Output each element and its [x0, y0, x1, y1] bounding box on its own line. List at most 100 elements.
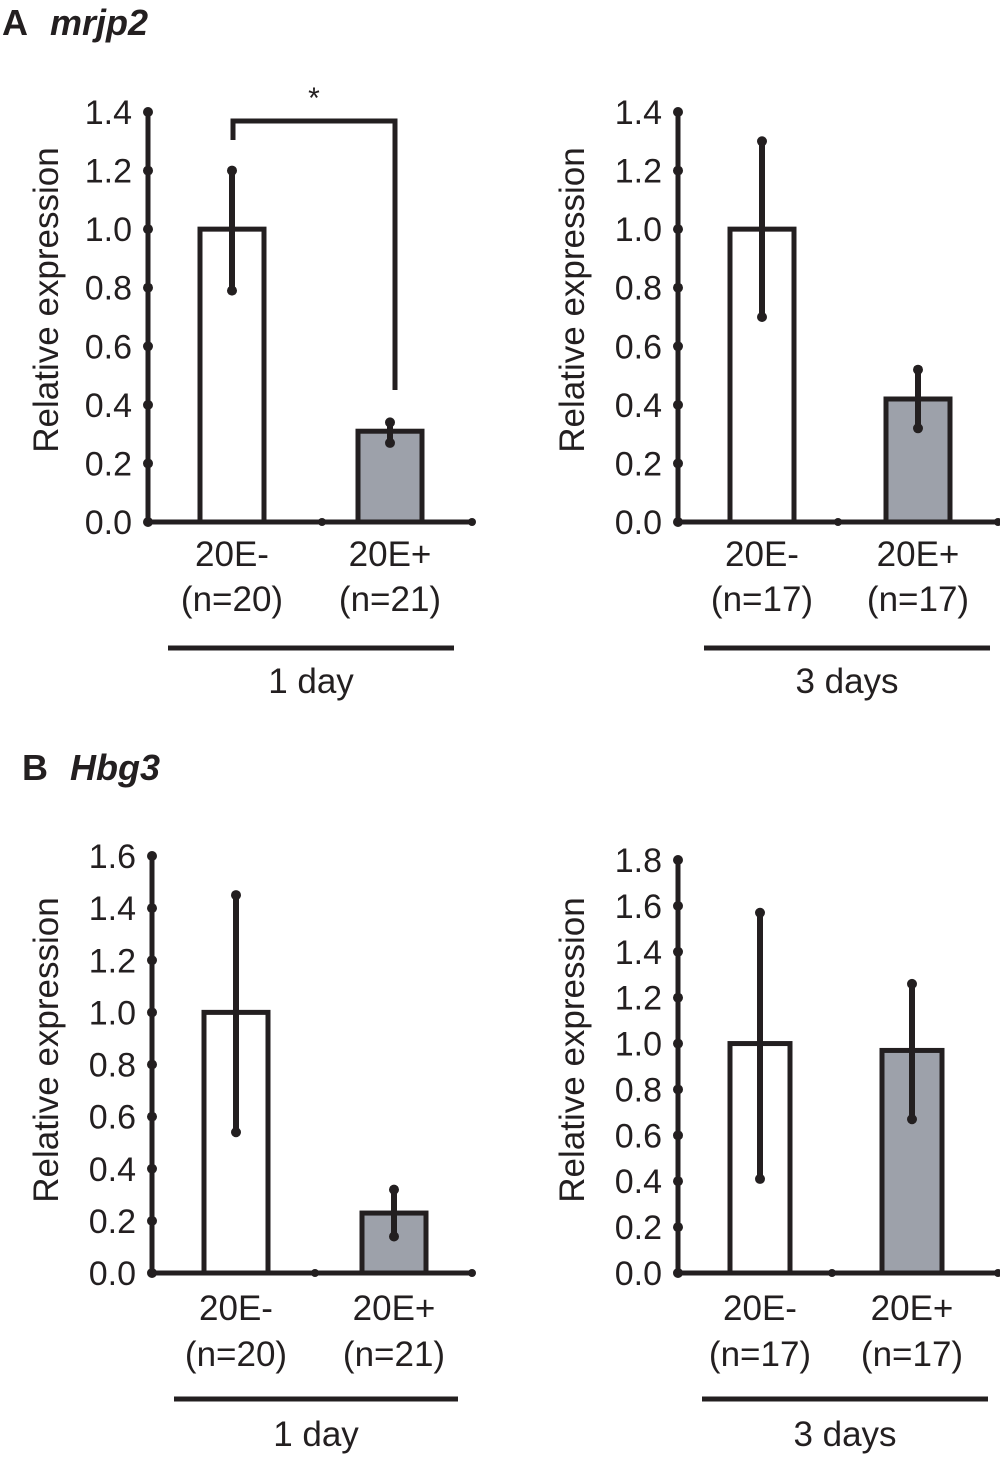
chart-2-y-tick-label: 0.6 [615, 328, 662, 366]
chart-4-y-tick-label: 1.8 [615, 842, 662, 880]
chart-3-y-tick-mark [147, 1268, 157, 1278]
panel-b-gene-title: Hbg3 [70, 747, 160, 788]
chart-3-error-cap-low [231, 1127, 241, 1138]
chart-3-y-tick-label: 1.0 [89, 994, 136, 1032]
chart-4-y-axis-title: Relative expression [553, 897, 592, 1202]
chart-4-x-axis-mid-tick [828, 1269, 836, 1277]
chart-1-sample-size-label: (n=21) [339, 580, 441, 619]
chart-4-y-tick-mark [673, 1038, 683, 1049]
chart-4-y-tick-label: 0.2 [615, 1209, 662, 1247]
chart-2-y-tick-mark [673, 458, 683, 469]
chart-1-significance-bracket [230, 118, 398, 390]
chart-4-sample-size-label: (n=17) [709, 1335, 811, 1374]
chart-3-category-label: 20E+ [353, 1289, 436, 1328]
chart-1-y-tick-label: 0.0 [85, 504, 132, 542]
chart-4-y-tick-mark [673, 992, 683, 1003]
chart-4-y-tick-label: 0.0 [615, 1255, 662, 1293]
chart-1-y-tick-mark [143, 517, 153, 527]
chart-3-sample-size-label: (n=21) [343, 1335, 445, 1374]
chart-2-group-label: 3 days [795, 662, 898, 701]
panel-b-letter: B [22, 747, 48, 788]
chart-4-error-cap-high [755, 907, 765, 918]
chart-4-y-tick-mark [673, 946, 683, 957]
chart-1-y-tick-mark [143, 458, 153, 469]
chart-1-y-tick-mark [143, 399, 153, 410]
panel-a-letter: A [2, 2, 28, 43]
chart-1-y-tick-label: 1.0 [85, 211, 132, 249]
chart-1-y-tick-mark [143, 341, 153, 352]
chart-4-y-tick-mark [673, 1130, 683, 1141]
chart-3-y-tick-label: 0.8 [89, 1047, 136, 1085]
chart-3-y-tick-mark [147, 1215, 157, 1226]
chart-3-y-tick-label: 0.2 [89, 1203, 136, 1241]
chart-1-y-tick-label: 1.4 [85, 94, 132, 132]
chart-1-y-tick-mark [143, 165, 153, 176]
chart-1-y-tick-mark [143, 107, 153, 117]
panel-a-gene-title: mrjp2 [50, 2, 148, 43]
chart-3-y-tick-mark [147, 851, 157, 861]
chart-3-y-axis-title: Relative expression [27, 897, 66, 1202]
chart-4-y-tick-mark [673, 1222, 683, 1233]
chart-4-error-cap-low [907, 1114, 917, 1125]
chart-1-y-tick-label: 0.6 [85, 328, 132, 366]
chart-1-x-axis-mid-tick [318, 518, 326, 526]
chart-2-x-axis-mid-tick [834, 518, 842, 526]
chart-2-error-cap-low [913, 423, 923, 434]
chart-4-y-tick-label: 0.8 [615, 1071, 662, 1109]
chart-3-y-tick-mark [147, 1007, 157, 1018]
chart-2-category-label: 20E+ [877, 535, 960, 574]
chart-2-y-tick-label: 0.2 [615, 445, 662, 483]
chart-3-y-tick-label: 0.6 [89, 1099, 136, 1137]
chart-2-y-tick-mark [673, 165, 683, 176]
chart-1-error-cap-high [227, 165, 237, 176]
chart-4-y-tick-label: 1.4 [615, 934, 662, 972]
chart-3-y-tick-label: 1.4 [89, 890, 136, 928]
chart-2-y-tick-mark [673, 517, 683, 527]
chart-3-error-cap-low [389, 1231, 399, 1242]
chart-3-y-tick-mark [147, 903, 157, 914]
chart-1-y-tick-mark [143, 282, 153, 293]
chart-3-y-tick-label: 0.0 [89, 1255, 136, 1293]
chart-1-significance-star: * [308, 82, 320, 115]
chart-2-x-axis-end-tick [994, 518, 1000, 526]
chart-1-error-cap-low [227, 285, 237, 296]
chart-2-y-tick-mark [673, 399, 683, 410]
chart-2-y-tick-label: 1.0 [615, 211, 662, 249]
chart-2-error-cap-high [757, 136, 767, 147]
chart-4-y-tick-label: 1.0 [615, 1026, 662, 1064]
chart-2-y-tick-label: 0.0 [615, 504, 662, 542]
chart-4-y-tick-mark [673, 1176, 683, 1187]
chart-4-group-label: 3 days [793, 1415, 896, 1454]
chart-1-y-tick-label: 0.4 [85, 387, 132, 425]
chart-3-y-tick-label: 1.6 [89, 838, 136, 876]
chart-2-sample-size-label: (n=17) [867, 580, 969, 619]
chart-1-y-tick-mark [143, 224, 153, 235]
chart-3-y-tick-label: 1.2 [89, 942, 136, 980]
chart-2-y-tick-mark [673, 107, 683, 117]
chart-3-y-tick-mark [147, 1059, 157, 1070]
chart-2-error-cap-high [913, 364, 923, 375]
chart-4-y-tick-mark [673, 1084, 683, 1095]
chart-1-x-axis-end-tick [468, 518, 476, 526]
chart-4-error-cap-low [755, 1173, 765, 1184]
chart-4-x-axis-end-tick [994, 1269, 1000, 1277]
chart-1-y-tick-label: 0.2 [85, 445, 132, 483]
chart-2-y-tick-label: 1.2 [615, 153, 662, 191]
chart-4-y-tick-label: 0.6 [615, 1117, 662, 1155]
chart-1-error-cap-high [385, 417, 395, 428]
chart-3-group-label: 1 day [273, 1415, 359, 1454]
chart-1-sample-size-label: (n=20) [181, 580, 283, 619]
chart-4-error-cap-high [907, 978, 917, 989]
chart-3-x-axis-end-tick [468, 1269, 476, 1277]
chart-2-y-axis-title: Relative expression [553, 147, 592, 452]
chart-3-sample-size-label: (n=20) [185, 1335, 287, 1374]
chart-4-y-tick-label: 1.2 [615, 980, 662, 1018]
chart-1-y-tick-label: 1.2 [85, 153, 132, 191]
chart-3-y-tick-label: 0.4 [89, 1151, 136, 1189]
chart-2-y-tick-mark [673, 224, 683, 235]
chart-1-category-label: 20E+ [349, 535, 432, 574]
chart-4-y-tick-mark [673, 900, 683, 911]
chart-4-sample-size-label: (n=17) [861, 1335, 963, 1374]
chart-3-error-cap-high [231, 890, 241, 901]
